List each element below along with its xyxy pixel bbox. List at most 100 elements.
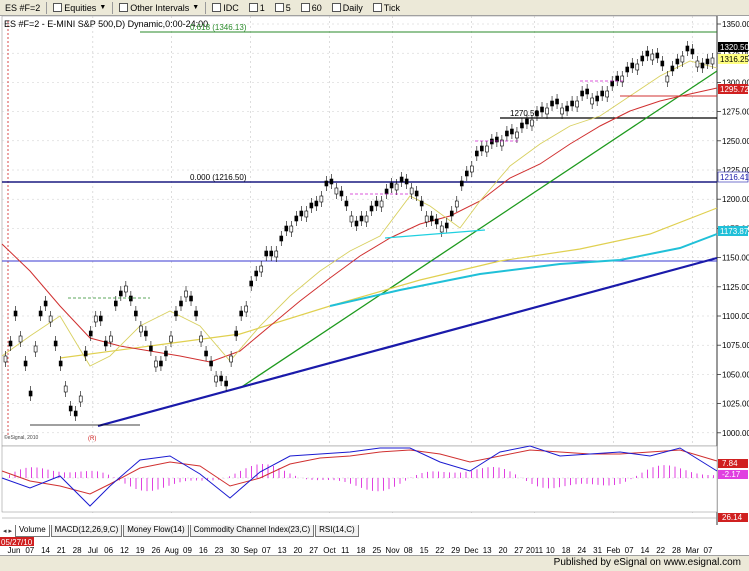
candle: [108, 335, 113, 343]
interval-5-button[interactable]: 5: [270, 0, 296, 16]
candle: [324, 180, 329, 187]
candle: [414, 190, 419, 197]
date-label: 09: [183, 546, 192, 555]
candle: [103, 340, 108, 347]
interval-60-button[interactable]: 60: [296, 0, 327, 16]
published-label: Published by eSignal on www.esignal.com: [553, 557, 741, 568]
candle: [695, 60, 700, 68]
idc-button[interactable]: IDC: [207, 0, 244, 16]
candle: [23, 360, 28, 367]
intervals-label: Other Intervals: [130, 2, 190, 13]
candle: [605, 90, 609, 98]
candle: [475, 150, 479, 157]
candle: [189, 295, 193, 302]
price-tick-label: 1250.00: [722, 137, 749, 146]
date-label: 28: [672, 546, 681, 555]
candle: [610, 80, 615, 87]
candle: [635, 63, 640, 71]
bottom-red-label: 26.14: [722, 513, 743, 522]
tick-button[interactable]: Tick: [368, 0, 405, 16]
candle: [439, 225, 444, 233]
price-tick-label: 1350.00: [722, 20, 749, 29]
candle: [119, 290, 123, 297]
candle: [429, 215, 434, 222]
candle: [279, 235, 284, 242]
date-label: 08: [404, 546, 413, 555]
candle: [334, 187, 339, 195]
candle: [419, 200, 424, 207]
candle: [209, 360, 213, 367]
candle: [284, 225, 289, 232]
candle: [525, 118, 529, 125]
candle: [139, 325, 143, 333]
chart-title: ES #F=2 - E-MINI S&P 500,D) Dynamic,0:00…: [4, 19, 208, 29]
candle: [319, 195, 324, 203]
candle: [354, 220, 359, 227]
candle: [670, 65, 675, 72]
candle: [620, 75, 625, 83]
candle: [615, 75, 620, 82]
candle: [700, 62, 705, 69]
date-label: Nov: [385, 546, 399, 555]
daily-button[interactable]: Daily: [327, 0, 368, 16]
date-label: 24: [577, 546, 586, 555]
candle: [590, 97, 594, 105]
candle: [194, 310, 198, 317]
macd-red-label: 7.84: [722, 459, 738, 468]
candle: [665, 75, 670, 83]
date-label: 20: [499, 546, 508, 555]
candle: [384, 188, 389, 195]
candle: [490, 138, 494, 145]
date-label: 21: [57, 546, 66, 555]
candle: [389, 182, 394, 189]
indicator-tabs: ◂ ▸ Volume MACD(12,26,9,C) Money Flow(14…: [0, 525, 749, 537]
candle: [459, 180, 464, 187]
candle: [690, 48, 695, 55]
candle: [239, 310, 243, 317]
candle: [399, 176, 404, 183]
separator: [112, 1, 114, 14]
candle: [93, 315, 98, 323]
last-price-label: 1320.50: [720, 43, 749, 52]
candle: [404, 178, 409, 185]
tab-cci[interactable]: Commodity Channel Index(23,C): [189, 525, 315, 537]
price-tick-label: 1325.00: [722, 49, 749, 58]
candle: [259, 265, 264, 273]
chevron-down-icon: ▼: [192, 4, 200, 11]
interval-1-button[interactable]: 1: [244, 0, 270, 16]
date-label: 07: [262, 546, 271, 555]
candle: [199, 335, 203, 343]
interval-5-label: 5: [285, 2, 291, 13]
date-label: 10: [546, 546, 555, 555]
toolbar: ES #F=2 Equities ▼ Other Intervals ▼ IDC…: [0, 0, 749, 16]
candle: [264, 250, 269, 257]
symbol-field[interactable]: ES #F=2: [0, 0, 45, 16]
chart-area[interactable]: ES #F=2 - E-MINI S&P 500,D) Dynamic,0:00…: [0, 15, 749, 556]
candle: [675, 58, 680, 65]
candle: [645, 50, 650, 57]
candle: [464, 170, 469, 177]
candle: [349, 215, 354, 223]
tab-volume[interactable]: Volume: [14, 525, 50, 537]
tab-rsi[interactable]: RSI(14,C): [315, 525, 359, 537]
checkbox-icon: [300, 3, 310, 12]
candle: [13, 310, 18, 317]
candle: [249, 280, 253, 287]
intervals-dropdown[interactable]: Other Intervals ▼: [114, 0, 204, 16]
blue-price-label: 1216.41: [720, 173, 749, 182]
blue-price-box: [717, 171, 749, 183]
price-chart[interactable]: ES #F=2 - E-MINI S&P 500,D) Dynamic,0:00…: [0, 15, 749, 556]
candle: [575, 100, 579, 108]
date-label: Feb: [606, 546, 620, 555]
candle: [204, 350, 208, 357]
date-label: 30: [230, 546, 239, 555]
candle: [68, 405, 73, 412]
date-label: 28: [73, 546, 82, 555]
candle: [18, 335, 23, 343]
tab-scroll-arrows[interactable]: ◂ ▸: [3, 528, 12, 535]
tab-money-flow[interactable]: Money Flow(14): [123, 525, 189, 537]
sector-dropdown[interactable]: Equities ▼: [48, 0, 111, 16]
candle: [114, 300, 118, 307]
candle: [359, 215, 364, 222]
tab-macd[interactable]: MACD(12,26,9,C): [50, 525, 123, 537]
